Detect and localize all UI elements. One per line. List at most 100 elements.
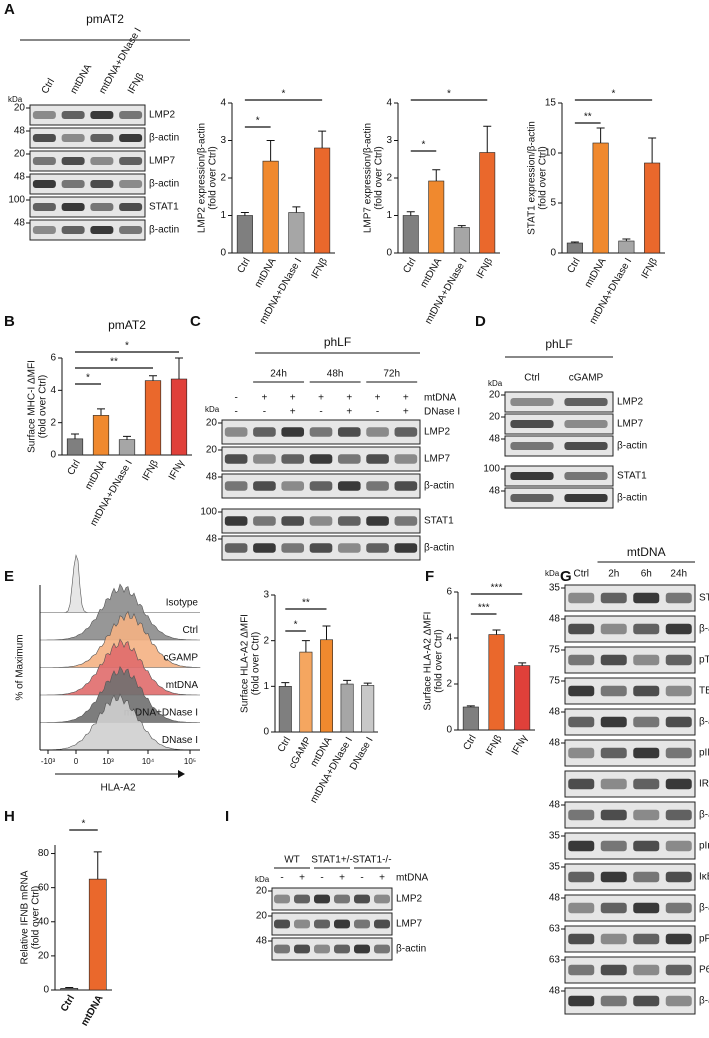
y-axis-label: LMP2 expression/β-actin xyxy=(197,123,208,233)
error-bar xyxy=(570,241,579,243)
kda-marker: 20 xyxy=(489,412,501,423)
error-bar xyxy=(518,662,527,666)
y-axis-label: LMP7 expression/β-actin xyxy=(363,123,374,233)
lane-label: mtDNA xyxy=(68,62,94,96)
blot-band xyxy=(61,134,85,142)
condition-sign: - xyxy=(234,407,237,418)
blot-band xyxy=(665,995,692,1007)
band-label: LMP2 xyxy=(149,110,176,121)
band-label: β-actin xyxy=(617,493,647,504)
blot-band xyxy=(224,454,248,464)
significance-label: ** xyxy=(584,112,592,123)
bar xyxy=(340,683,354,733)
x-tick-label: mtDNA xyxy=(79,993,105,1028)
blot-band xyxy=(119,203,143,211)
y-tick-label: 1 xyxy=(220,210,226,221)
blot-band xyxy=(314,919,330,929)
blot-strip xyxy=(29,219,146,241)
y-tick-label: 2 xyxy=(220,173,226,184)
blot-band xyxy=(600,592,627,604)
blot-band xyxy=(665,716,692,728)
blot-band xyxy=(119,157,143,165)
band-label: LMP7 xyxy=(149,156,176,167)
blot-band xyxy=(337,516,361,526)
bar xyxy=(514,665,531,731)
bar xyxy=(299,651,313,733)
blot-band xyxy=(281,516,305,526)
histogram xyxy=(40,583,200,641)
y-tick-label: 3 xyxy=(263,590,269,601)
significance-label: * xyxy=(282,89,286,100)
blot-band xyxy=(665,654,692,666)
y-tick-label: 10 xyxy=(545,148,557,159)
flow-x-tick-label: -10³ xyxy=(41,757,56,766)
flow-x-label: HLA-A2 xyxy=(100,783,135,794)
band-label: LMP2 xyxy=(396,894,423,905)
blot-band xyxy=(510,398,554,406)
blot-band xyxy=(633,716,660,728)
error-bar xyxy=(266,140,275,162)
kda-marker: 48 xyxy=(549,893,561,904)
bar xyxy=(644,162,661,254)
error-bar xyxy=(648,137,657,163)
blot-strip xyxy=(29,127,146,149)
band-label: IκBα xyxy=(699,872,709,883)
blot-band xyxy=(224,543,248,553)
x-tick-label: mtDNA xyxy=(253,256,279,290)
y-axis-label: Relative IFNB mRNA xyxy=(20,870,31,964)
blot-band xyxy=(510,472,554,480)
condition-sign: + xyxy=(318,393,324,404)
blot-band xyxy=(314,894,330,904)
y-tick-label: 80 xyxy=(38,848,50,859)
lane-label: Ctrl xyxy=(40,77,57,96)
blot-band xyxy=(253,454,276,464)
blot-band xyxy=(633,654,660,666)
kda-marker: 20 xyxy=(206,418,218,429)
blot-band xyxy=(366,481,389,491)
blot-band xyxy=(309,427,333,437)
blot-band xyxy=(633,902,660,914)
bar xyxy=(278,686,292,733)
blot-band xyxy=(568,809,595,821)
condition-sign: + xyxy=(346,393,352,404)
blot-band xyxy=(337,543,361,553)
panel-label: I xyxy=(225,808,229,825)
blot-band xyxy=(61,226,85,234)
blot-band xyxy=(32,180,56,188)
blot-band xyxy=(633,592,660,604)
bar xyxy=(144,380,162,456)
y-axis-label: (fold over Ctrl) xyxy=(538,146,549,209)
y-tick-label: 2 xyxy=(50,417,56,428)
condition-sign: - xyxy=(320,873,323,884)
band-label: β-actin xyxy=(149,133,179,144)
condition-sign: - xyxy=(234,393,237,404)
bar xyxy=(402,215,419,254)
kda-marker: 48 xyxy=(489,434,501,445)
blot-band xyxy=(568,685,595,697)
band-label: β-actin xyxy=(699,810,709,821)
blot-band xyxy=(374,919,390,929)
band-label: IRF3 xyxy=(699,779,709,790)
bar xyxy=(488,634,505,731)
lane-label: 24h xyxy=(670,569,687,580)
blot-strip xyxy=(29,196,146,218)
blot-band xyxy=(90,180,114,188)
x-tick-label: IFNβ xyxy=(140,458,161,483)
bar xyxy=(566,242,583,254)
blot-band xyxy=(119,226,143,234)
blot-band xyxy=(32,111,56,119)
error-bar xyxy=(240,212,249,216)
band-label: β-actin xyxy=(617,441,647,452)
condition-sign: - xyxy=(280,873,283,884)
blot-band xyxy=(32,134,56,142)
y-tick-label: 0 xyxy=(220,248,226,259)
blot-band xyxy=(314,944,330,954)
kda-marker: 75 xyxy=(549,645,561,656)
significance-label: * xyxy=(86,373,90,384)
blot-band xyxy=(354,919,370,929)
panel-label: H xyxy=(4,808,15,825)
blot-band xyxy=(568,933,595,945)
band-label: β-actin xyxy=(699,996,709,1007)
chart-title: pmAT2 xyxy=(108,318,146,332)
blot-band xyxy=(334,894,350,904)
